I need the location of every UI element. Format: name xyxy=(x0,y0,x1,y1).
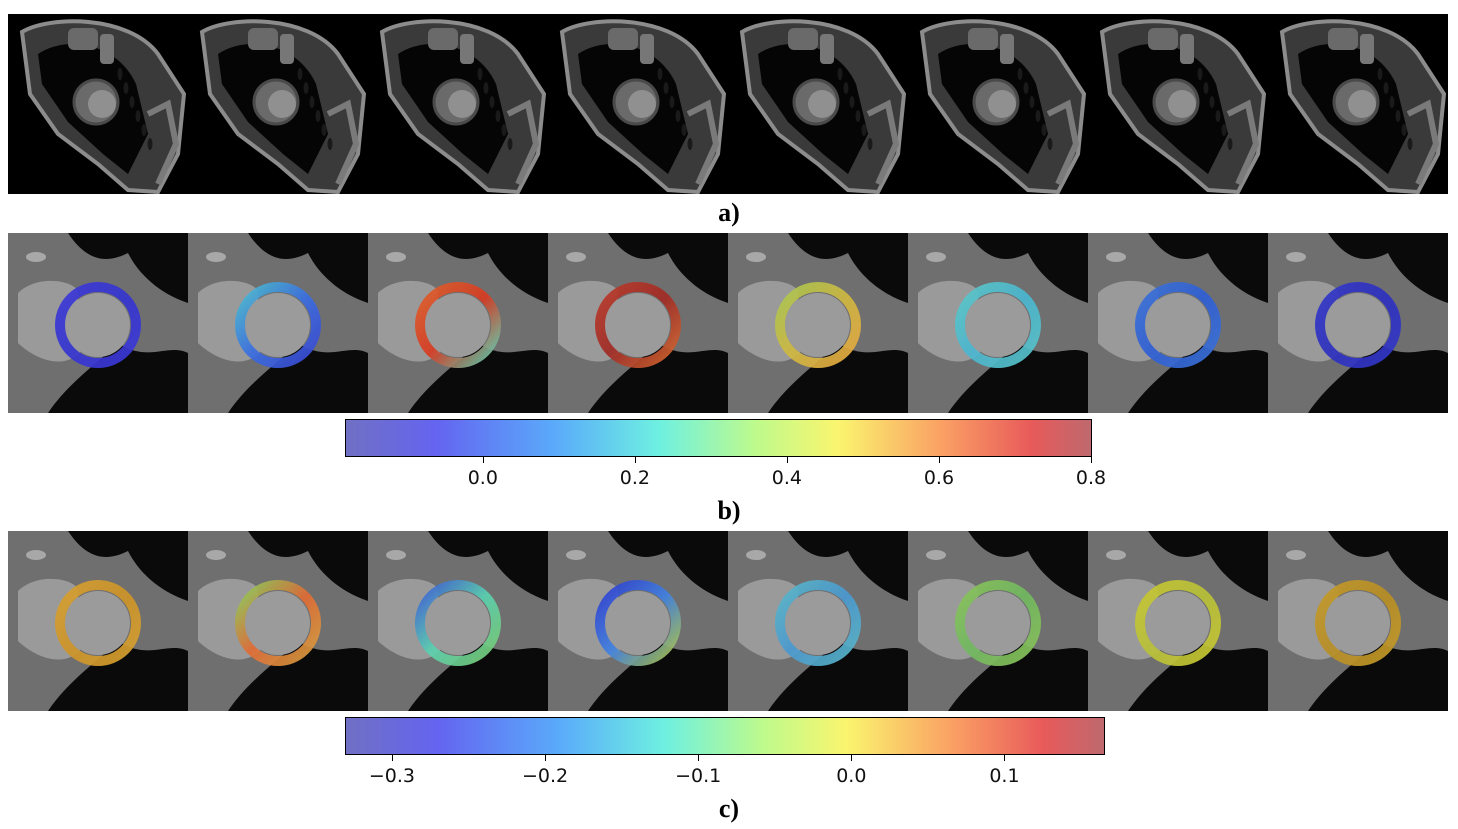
overlay-c-8 xyxy=(1268,531,1448,711)
overlay-b-3 xyxy=(368,233,548,413)
overlay-c-4 xyxy=(548,531,728,711)
ct-slice-row-a xyxy=(8,14,1448,194)
colorbar-b-gradient xyxy=(346,420,1091,456)
overlay-b-4 xyxy=(548,233,728,413)
overlay-c-6 xyxy=(908,531,1088,711)
overlay-b-5 xyxy=(728,233,908,413)
colorbar-b-tick xyxy=(786,457,788,463)
colorbar-c-tick xyxy=(851,755,853,761)
colorbar-c: −0.3 −0.2 −0.1 0.0 0.1 xyxy=(345,717,1105,787)
ct-slice-2 xyxy=(188,14,368,194)
overlay-b-7 xyxy=(1088,233,1268,413)
panel-label-c: c) xyxy=(718,794,740,823)
overlay-b-1 xyxy=(8,233,188,413)
colorbar-b-tick xyxy=(482,457,484,463)
colorbar-b-tick-label: 0.6 xyxy=(923,467,955,489)
colorbar-c-tick-label: −0.3 xyxy=(368,765,415,787)
colorbar-c-tick-label: −0.2 xyxy=(521,765,569,787)
overlay-b-2 xyxy=(188,233,368,413)
overlay-b-6 xyxy=(908,233,1088,413)
overlay-c-5 xyxy=(728,531,908,711)
strain-overlay-row-c xyxy=(8,531,1448,711)
colorbar-c-tick-label: −0.1 xyxy=(675,765,722,787)
ct-slice-5 xyxy=(728,14,908,194)
colorbar-c-gradient xyxy=(346,718,1104,754)
colorbar-c-tick-label: 0.1 xyxy=(989,765,1020,787)
colorbar-b-tick-label: 0.0 xyxy=(467,467,498,489)
ct-slice-3 xyxy=(368,14,548,194)
colorbar-b-tick xyxy=(938,457,940,463)
overlay-b-8 xyxy=(1268,233,1448,413)
colorbar-b-tick xyxy=(1091,457,1092,463)
colorbar-c-tick xyxy=(698,755,700,761)
colorbar-c-tick xyxy=(545,755,547,761)
ct-slice-7 xyxy=(1088,14,1268,194)
colorbar-b-tick-label: 0.4 xyxy=(771,467,803,489)
overlay-c-3 xyxy=(368,531,548,711)
ct-slice-1 xyxy=(8,14,188,194)
colorbar-b-tick-label: 0.2 xyxy=(619,467,650,489)
colorbar-b-tick xyxy=(634,457,636,463)
colorbar-c-tick xyxy=(391,755,393,761)
ct-slice-6 xyxy=(908,14,1088,194)
panel-label-b: b) xyxy=(717,496,741,525)
colorbar-b-tick-label: 0.8 xyxy=(1075,467,1107,489)
colorbar-b: 0.0 0.2 0.4 0.6 0.8 xyxy=(345,419,1106,489)
colorbar-c-tick-label: 0.0 xyxy=(836,765,867,787)
ct-slice-4 xyxy=(548,14,728,194)
overlay-c-1 xyxy=(8,531,188,711)
panel-label-a: a) xyxy=(718,198,740,227)
overlay-c-2 xyxy=(188,531,368,711)
colorbar-c-tick xyxy=(1004,755,1006,761)
overlay-c-7 xyxy=(1088,531,1268,711)
strain-overlay-row-b xyxy=(8,233,1448,413)
ct-slice-8 xyxy=(1268,14,1448,194)
